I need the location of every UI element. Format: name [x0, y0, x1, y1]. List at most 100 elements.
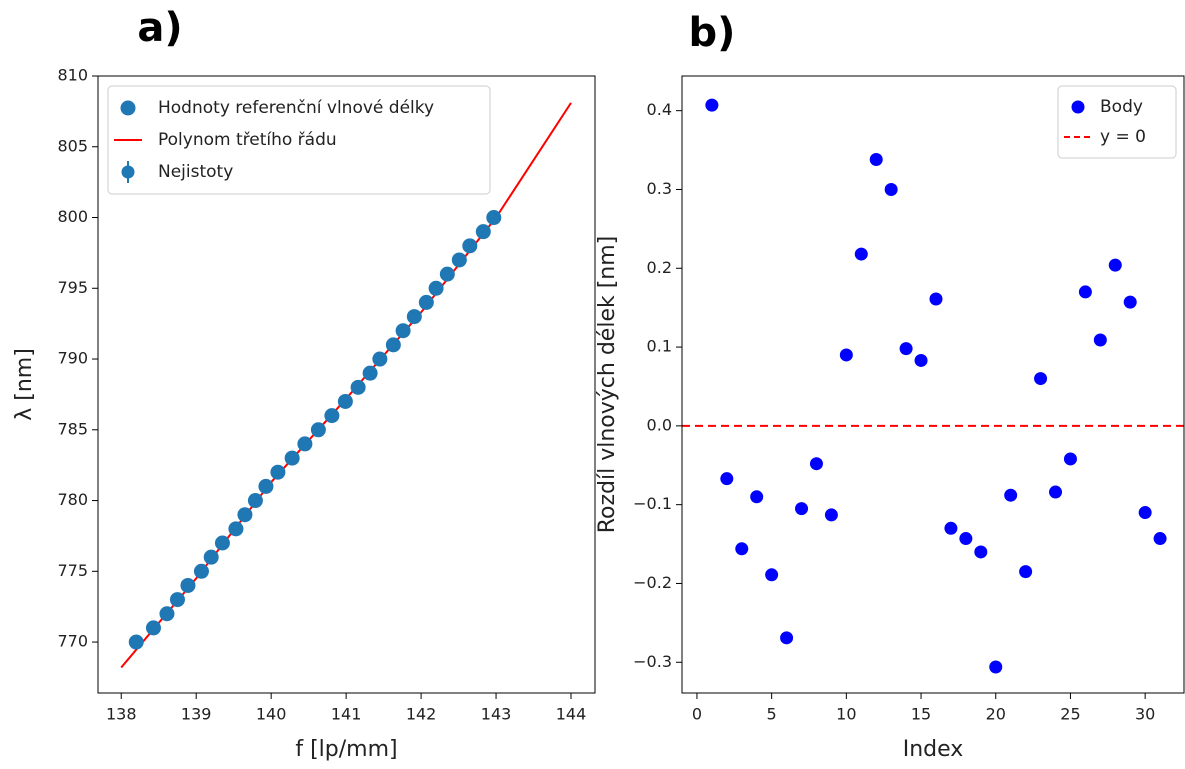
- point: [1078, 285, 1092, 299]
- point: [735, 542, 749, 556]
- point: [362, 365, 378, 381]
- x-tick-label: 0: [692, 705, 702, 724]
- point: [854, 247, 868, 261]
- point: [237, 507, 253, 523]
- y-tick-label: 0.4: [647, 100, 672, 119]
- point: [929, 292, 943, 306]
- y-tick-label: 0.1: [647, 337, 672, 356]
- point: [284, 450, 300, 466]
- legend-label: Hodnoty referenční vlnové délky: [158, 98, 434, 118]
- y-tick-label: −0.3: [633, 652, 672, 671]
- panel-label: b): [689, 10, 736, 56]
- point: [428, 280, 444, 296]
- point: [159, 606, 175, 622]
- point: [1153, 532, 1167, 546]
- point: [720, 472, 734, 486]
- x-tick-label: 30: [1135, 705, 1155, 724]
- x-tick-label: 142: [406, 705, 437, 724]
- legend-label: Polynom třetího řádu: [158, 130, 337, 150]
- point: [1019, 565, 1033, 579]
- x-tick-label: 20: [986, 705, 1006, 724]
- point: [297, 436, 313, 452]
- point: [869, 153, 883, 167]
- legend-label: y = 0: [1100, 127, 1146, 147]
- point: [475, 224, 491, 240]
- x-tick-label: 5: [767, 705, 777, 724]
- y-tick-label: 805: [57, 136, 88, 155]
- point: [795, 502, 809, 516]
- point: [203, 549, 219, 565]
- x-tick-label: 138: [106, 705, 137, 724]
- y-tick-label: 800: [57, 207, 88, 226]
- y-tick-label: 780: [57, 490, 88, 509]
- point: [406, 309, 422, 325]
- point: [486, 210, 502, 226]
- x-tick-label: 139: [181, 705, 212, 724]
- point: [705, 98, 719, 112]
- point: [350, 379, 366, 395]
- point: [1138, 506, 1152, 520]
- point: [959, 532, 973, 546]
- x-tick-label: 15: [911, 705, 931, 724]
- point: [180, 577, 196, 593]
- point: [884, 182, 898, 196]
- y-tick-label: 795: [57, 278, 88, 297]
- legend-box: [1057, 85, 1177, 159]
- y-tick-label: 775: [57, 561, 88, 580]
- x-tick-label: 140: [256, 705, 287, 724]
- point: [1034, 372, 1048, 386]
- point: [247, 493, 263, 509]
- point: [169, 592, 185, 608]
- point: [824, 508, 838, 522]
- point: [395, 323, 411, 339]
- point: [780, 631, 794, 645]
- legend-box: [107, 85, 491, 195]
- point: [385, 337, 401, 353]
- plot-frame: [681, 75, 1185, 694]
- point: [1093, 333, 1107, 347]
- point: [128, 634, 144, 650]
- y-tick-label: 0.0: [647, 415, 672, 434]
- point: [765, 568, 779, 582]
- point: [899, 342, 913, 356]
- y-tick-label: 810: [57, 66, 88, 85]
- plot-frame: [97, 75, 596, 694]
- x-tick-label: 143: [481, 705, 512, 724]
- legend-label: Body: [1100, 97, 1143, 117]
- point: [439, 266, 455, 282]
- point: [214, 535, 230, 551]
- y-tick-label: 0.3: [647, 179, 672, 198]
- point: [974, 545, 988, 559]
- point: [989, 660, 1003, 674]
- point: [1004, 488, 1018, 502]
- x-tick-label: 144: [556, 705, 587, 724]
- y-axis-label: λ [nm]: [12, 348, 37, 421]
- legend-label: Nejistoty: [158, 162, 233, 182]
- point: [337, 393, 353, 409]
- point: [258, 478, 274, 494]
- point: [809, 457, 823, 471]
- point: [372, 351, 388, 367]
- point: [1108, 258, 1122, 272]
- point: [193, 563, 209, 579]
- y-tick-label: −0.2: [633, 573, 672, 592]
- x-tick-label: 10: [836, 705, 856, 724]
- point: [1123, 295, 1137, 309]
- point: [944, 521, 958, 535]
- point: [1049, 485, 1063, 499]
- y-tick-label: −0.1: [633, 494, 672, 513]
- point: [750, 490, 764, 504]
- point: [145, 620, 161, 636]
- y-axis-label: Rozdíl vlnových délek [nm]: [595, 236, 620, 534]
- x-tick-label: 141: [331, 705, 362, 724]
- y-tick-label: 785: [57, 419, 88, 438]
- point: [839, 348, 853, 362]
- x-tick-label: 25: [1060, 705, 1080, 724]
- point: [462, 238, 478, 254]
- point: [324, 408, 340, 424]
- point: [310, 422, 326, 438]
- point: [270, 464, 286, 480]
- point: [418, 294, 434, 310]
- point: [914, 353, 928, 367]
